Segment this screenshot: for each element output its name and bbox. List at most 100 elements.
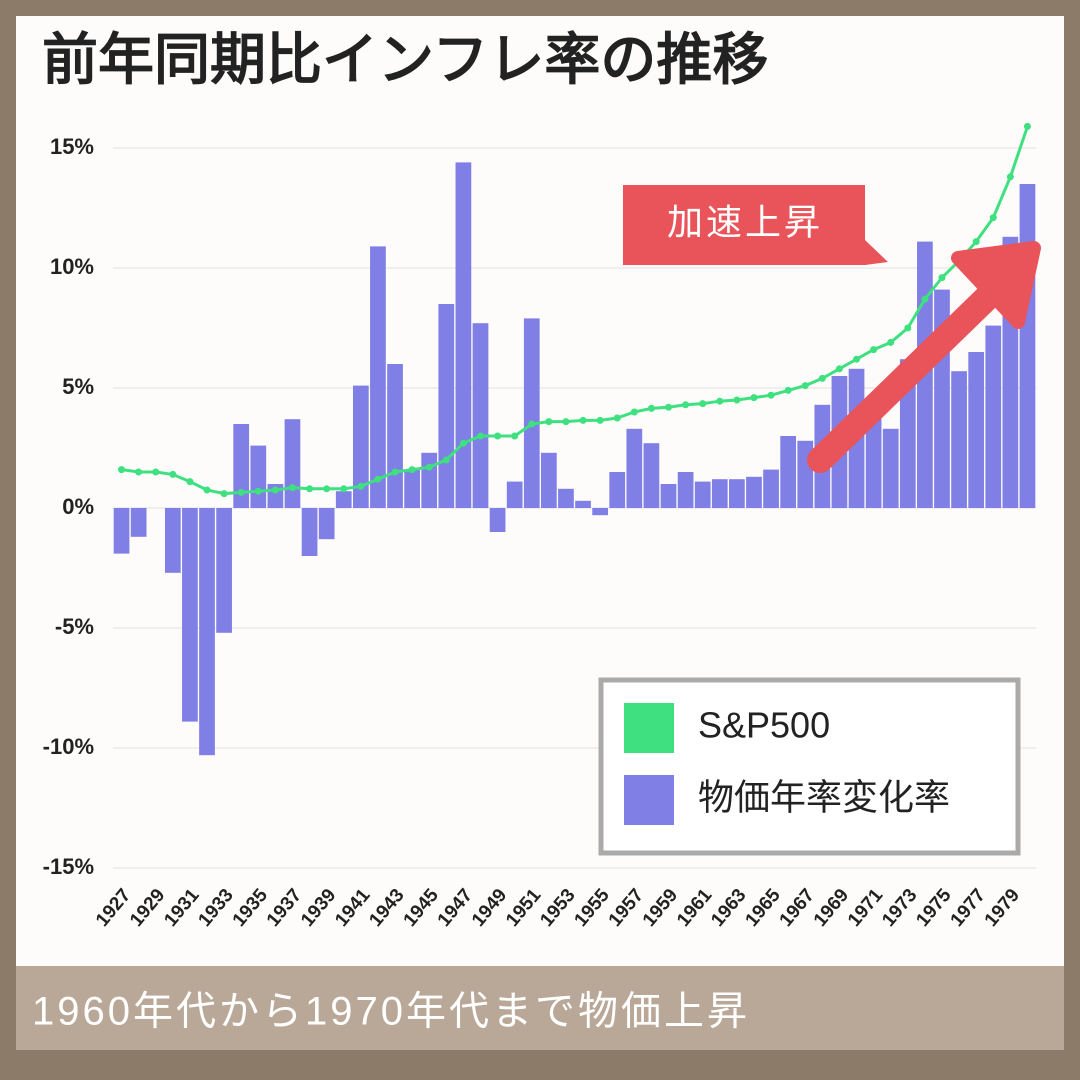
bar (301, 508, 318, 556)
line-point (511, 432, 519, 440)
bar (780, 436, 797, 508)
annotation-box (623, 185, 888, 265)
bar (113, 508, 130, 554)
y-tick-label: 10% (50, 254, 94, 279)
y-tick-label: 0% (62, 494, 94, 519)
bar (694, 481, 711, 508)
bar (558, 488, 574, 508)
line-point (425, 463, 433, 471)
bar (609, 472, 626, 508)
bar (370, 246, 386, 508)
line-point (203, 486, 211, 494)
line-point (853, 355, 861, 363)
bar (643, 443, 660, 508)
line-point (237, 488, 245, 496)
bar (284, 419, 301, 508)
line-point (870, 346, 878, 354)
bar (575, 500, 591, 508)
bar (865, 404, 882, 508)
line-point (887, 338, 895, 346)
legend-swatch (624, 703, 674, 753)
bar (1019, 184, 1036, 508)
bar (472, 323, 489, 508)
bar (763, 469, 779, 508)
line-point (699, 400, 707, 408)
legend-label: S&P500 (698, 705, 830, 746)
line-point (254, 487, 262, 495)
line-point (1023, 122, 1031, 130)
bar (985, 325, 1002, 508)
bar (387, 364, 403, 508)
overlay: 加速上昇 S&P500 物価年率変化率 (598, 185, 1041, 856)
bar (506, 481, 523, 508)
line-point (357, 482, 365, 490)
bar (968, 352, 985, 508)
annotation-text: 加速上昇 (667, 202, 823, 243)
bar (729, 479, 745, 508)
line-point (135, 468, 143, 476)
bar (523, 318, 540, 508)
bar (626, 428, 643, 508)
legend-label: 物価年率変化率 (698, 777, 950, 818)
line-point (391, 468, 399, 476)
line-point (647, 404, 655, 412)
line-point (835, 365, 843, 373)
line-point (818, 374, 826, 382)
y-tick-label: -10% (43, 734, 94, 759)
line-point (220, 490, 228, 498)
bar (352, 385, 369, 508)
bar (489, 508, 506, 532)
line-point (579, 416, 587, 424)
line-point (630, 408, 638, 416)
bar (421, 452, 438, 508)
footer-text: 1960年代から1970年代まで物価上昇 (32, 990, 750, 1034)
line-point (306, 485, 314, 493)
line-point (562, 418, 570, 426)
line-point (476, 432, 484, 440)
bar (164, 508, 181, 573)
line-point (989, 214, 997, 222)
line-point (750, 394, 758, 402)
line-point (152, 468, 160, 476)
line-point (271, 486, 279, 494)
line-point (494, 432, 502, 440)
line-point (459, 439, 467, 447)
line-point (921, 295, 929, 303)
y-tick-label: -5% (55, 614, 94, 639)
bar (677, 472, 694, 508)
trend-arrow (807, 272, 1013, 473)
bar (130, 508, 147, 537)
line-point (408, 466, 416, 474)
y-tick-label: 5% (62, 374, 94, 399)
line-point (972, 238, 980, 246)
bar (199, 508, 215, 756)
line-point (938, 274, 946, 282)
bar (233, 424, 250, 508)
line-point (682, 401, 690, 409)
line-point (186, 478, 194, 486)
line-point (733, 396, 741, 404)
bar (711, 479, 728, 508)
plot: -15%-10%-5%0%5%10%15%1927192919311933193… (43, 122, 1036, 931)
bar (660, 484, 677, 508)
arrow-head (951, 241, 1041, 329)
footer-bar (16, 966, 1064, 1050)
bar (250, 445, 267, 508)
bar (882, 428, 899, 508)
chart-title: 前年同期比インフレ率の推移 (42, 28, 768, 91)
bar (216, 508, 232, 633)
line-point (169, 470, 177, 478)
line-point (545, 418, 553, 426)
legend-swatch (624, 775, 674, 825)
line-point (340, 485, 348, 493)
bar (318, 508, 335, 540)
bar (438, 304, 455, 508)
line-point (118, 466, 126, 474)
bar (455, 162, 472, 508)
line-point (596, 416, 604, 424)
line-point (442, 456, 450, 464)
bar (592, 508, 609, 516)
line-point (801, 382, 809, 390)
y-tick-label: -15% (43, 854, 94, 879)
